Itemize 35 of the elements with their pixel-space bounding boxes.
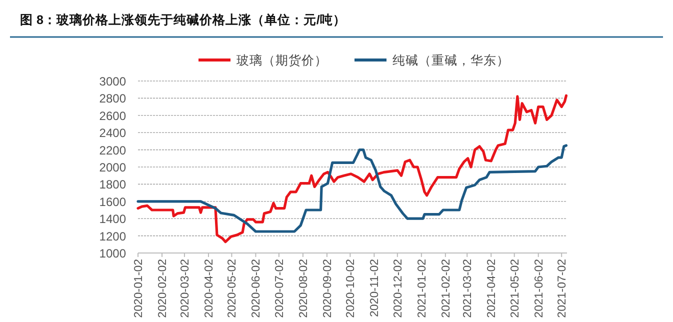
- x-tick-label: 2020-09-02: [322, 259, 334, 318]
- y-tick-label: 1400: [99, 212, 126, 226]
- x-tick-label: 2020-04-02: [203, 259, 216, 318]
- y-tick-label: 1000: [99, 246, 126, 260]
- x-tick-label: 2021-06-02: [533, 259, 546, 318]
- y-tick-label: 3000: [99, 74, 126, 88]
- x-tick-label: 2020-08-02: [298, 259, 310, 318]
- x-tick-label: 2020-07-02: [274, 259, 286, 318]
- legend-label: 玻璃（期货价）: [236, 54, 328, 68]
- y-tick-label: 1800: [99, 178, 126, 192]
- x-tick-label: 2021-01-02: [416, 259, 428, 318]
- x-tick-label: 2020-06-02: [250, 259, 263, 318]
- x-tick-label: 2020-01-02: [133, 259, 145, 318]
- x-tick-label: 2020-12-02: [392, 259, 404, 318]
- x-tick-label: 2020-03-02: [179, 259, 192, 318]
- x-tick-label: 2021-03-02: [462, 259, 474, 318]
- x-tick-label: 2020-10-02: [345, 259, 358, 318]
- y-tick-label: 1200: [99, 229, 126, 244]
- y-tick-label: 2600: [99, 108, 126, 123]
- y-tick-label: 1600: [99, 194, 126, 209]
- x-tick-label: 2020-11-02: [369, 259, 382, 317]
- legend-label: 纯碱（重碱，华东）: [392, 54, 510, 68]
- line-series: [136, 144, 568, 233]
- x-tick-label: 2021-04-02: [486, 259, 498, 318]
- y-tick-label: 2000: [99, 160, 126, 174]
- line-series: [136, 94, 568, 244]
- y-tick-label: 2200: [99, 143, 126, 158]
- x-tick-label: 2020-05-02: [226, 259, 239, 318]
- x-tick-label: 2021-02-02: [440, 259, 452, 318]
- x-tick-label: 2021-07-02: [556, 259, 569, 318]
- x-tick-label: 2021-05-02: [509, 259, 522, 318]
- chart-title: 图 8：玻璃价格上涨领先于纯碱价格上涨（单位：元/吨）: [20, 12, 346, 27]
- x-tick-label: 2020-02-02: [157, 259, 170, 318]
- y-tick-label: 2400: [99, 126, 126, 140]
- y-tick-label: 2800: [99, 92, 126, 106]
